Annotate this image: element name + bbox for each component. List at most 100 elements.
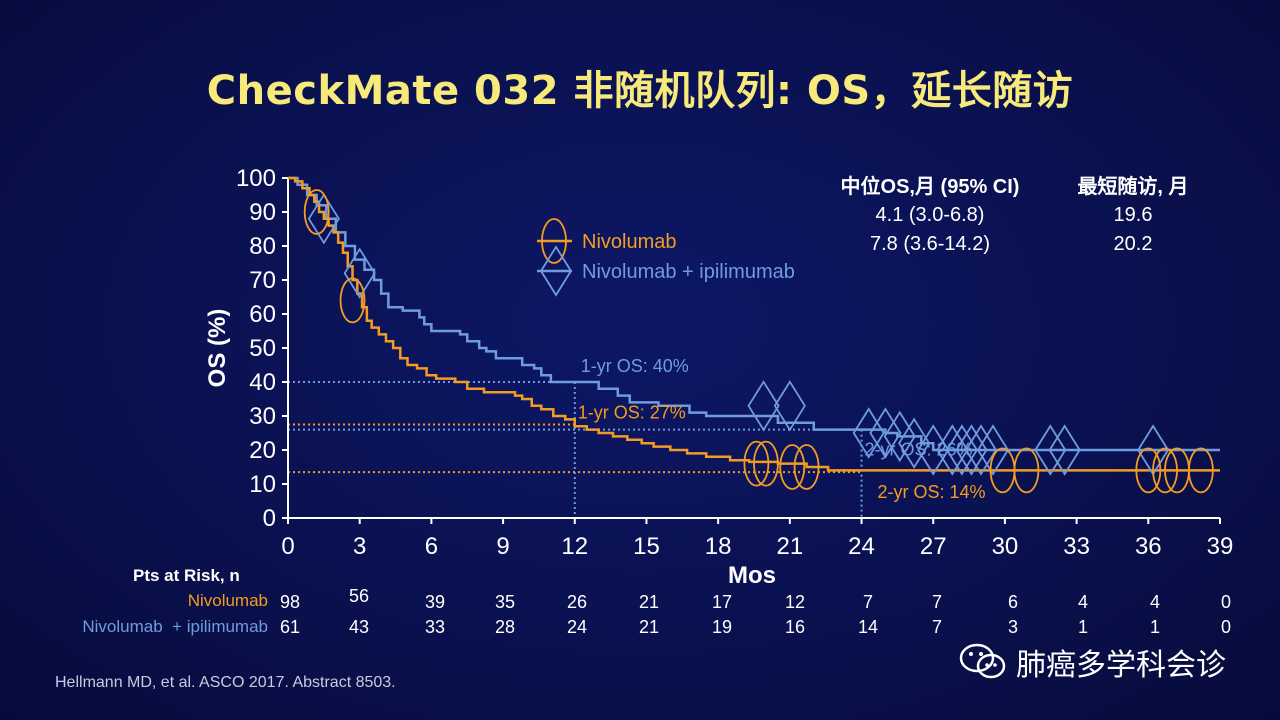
censor-marker-nivolumab: [743, 440, 770, 487]
risk-count: 7: [863, 592, 873, 612]
x-tick-label: 30: [992, 533, 1019, 560]
page-title: CheckMate 032 非随机队列: OS，延长随访: [206, 68, 1074, 114]
risk-count: 16: [785, 617, 805, 637]
censor-marker-nivolumab-ipilimumab: [976, 424, 1010, 476]
stats-header-median-os: 中位OS,月 (95% CI): [841, 174, 1020, 198]
wechat-icon: [959, 643, 1006, 679]
y-tick-label: 10: [249, 471, 276, 498]
x-tick-label: 36: [1135, 533, 1162, 560]
censor-marker-nivolumab-ipilimumab: [852, 407, 885, 459]
x-axis-label: Mos: [728, 562, 776, 589]
watermark: 肺癌多学科会诊: [958, 640, 1226, 684]
stats-median-os-value: 7.8 (3.6-14.2): [870, 233, 990, 255]
y-tick-label: 80: [249, 233, 276, 260]
risk-count: 1: [1078, 617, 1088, 637]
censor-marker-nivolumab-ipilimumab: [955, 424, 988, 476]
censor-marker-nivolumab-ipilimumab: [343, 247, 376, 299]
risk-label-nivo-ipi: Nivolumab + ipilimumab: [82, 617, 268, 636]
stats-median-os-value: 4.1 (3.0-6.8): [876, 204, 985, 226]
y-tick-label: 90: [249, 199, 276, 226]
x-tick-label: 6: [425, 533, 438, 560]
risk-count: 24: [567, 617, 587, 637]
risk-count: 43: [349, 617, 369, 637]
risk-label-nivolumab: Nivolumab: [187, 591, 268, 610]
legend-marker-nivolumab-ipilimumab: [539, 245, 573, 297]
x-tick-label: 3: [353, 533, 366, 560]
risk-count: 1: [1150, 617, 1160, 637]
risk-count: 21: [639, 617, 659, 637]
censor-marker-nivolumab-ipilimumab: [1034, 424, 1067, 476]
risk-count: 26: [567, 592, 587, 612]
risk-count: 21: [639, 592, 659, 612]
risk-count: 39: [425, 592, 445, 612]
censor-marker-nivolumab: [793, 444, 820, 490]
y-tick-label: 100: [236, 165, 276, 192]
censor-marker-nivolumab-ipilimumab: [773, 380, 806, 432]
censor-marker-nivolumab: [753, 440, 779, 487]
censor-marker-nivolumab-ipilimumab: [898, 417, 931, 469]
risk-count: 6: [1008, 592, 1018, 612]
censor-marker-nivolumab: [303, 189, 330, 235]
stats-followup-value: 19.6: [1114, 204, 1153, 226]
x-tick-label: 18: [705, 533, 732, 560]
y-tick-label: 0: [263, 505, 276, 532]
risk-count: 56: [349, 586, 369, 606]
risk-count: 12: [785, 592, 805, 612]
censor-marker-nivolumab: [1152, 447, 1178, 494]
risk-count: 0: [1221, 592, 1231, 612]
risk-count: 35: [495, 592, 515, 612]
censor-marker-nivolumab: [779, 444, 806, 490]
x-tick-label: 27: [920, 533, 947, 560]
y-tick-label: 60: [249, 301, 276, 328]
censor-marker-nivolumab: [1135, 447, 1162, 494]
risk-count: 3: [1008, 617, 1018, 637]
censor-marker-nivolumab-ipilimumab: [869, 407, 902, 459]
censor-marker-nivolumab-ipilimumab: [883, 410, 916, 463]
risk-count: 7: [932, 592, 942, 612]
risk-table-header: Pts at Risk, n: [133, 566, 240, 585]
risk-count: 14: [858, 617, 878, 637]
legend-label-nivolumab-ipilimumab: Nivolumab + ipilimumab: [582, 261, 795, 283]
x-tick-label: 15: [633, 533, 660, 560]
x-tick-label: 9: [496, 533, 509, 560]
risk-count: 28: [495, 617, 515, 637]
censor-marker-nivolumab-ipilimumab: [964, 424, 998, 476]
risk-count: 7: [932, 617, 942, 637]
citation: Hellmann MD, et al. ASCO 2017. Abstract …: [55, 674, 396, 691]
x-tick-label: 0: [281, 533, 294, 560]
y-tick-label: 70: [249, 267, 276, 294]
censor-marker-nivolumab-ipilimumab: [307, 193, 340, 245]
x-tick-label: 21: [776, 533, 803, 560]
risk-count: 17: [712, 592, 732, 612]
legend-marker-nivolumab: [541, 218, 567, 264]
y-axis-label: OS (%): [204, 309, 231, 388]
stats-followup-value: 20.2: [1114, 233, 1153, 255]
risk-count: 19: [712, 617, 732, 637]
legend-label-nivolumab: Nivolumab: [582, 231, 676, 253]
annotation-label: 2-yr OS: 14%: [878, 482, 986, 502]
series-line-nivolumab: [288, 176, 1220, 472]
risk-count: 4: [1078, 592, 1088, 612]
x-tick-label: 24: [848, 533, 875, 560]
x-tick-label: 33: [1063, 533, 1090, 560]
risk-count: 33: [425, 617, 445, 637]
censor-marker-nivolumab-ipilimumab: [1048, 424, 1081, 476]
y-tick-label: 20: [249, 437, 276, 464]
annotation-label: 1-yr OS: 40%: [581, 356, 689, 376]
censor-marker-nivolumab: [339, 277, 366, 324]
annotation-label: 2-yr OS: 26%: [865, 440, 973, 460]
censor-marker-nivolumab: [1013, 447, 1040, 494]
censor-marker-nivolumab: [1187, 447, 1214, 494]
risk-count: 4: [1150, 592, 1160, 612]
censor-marker-nivolumab-ipilimumab: [747, 380, 780, 432]
risk-count: 98: [280, 592, 300, 612]
x-tick-label: 12: [561, 533, 588, 560]
y-tick-label: 30: [249, 403, 276, 430]
series-line-nivolumab-ipilimumab: [288, 176, 1220, 452]
y-tick-label: 40: [249, 369, 276, 396]
y-tick-label: 50: [249, 335, 276, 362]
risk-count: 0: [1221, 617, 1231, 637]
x-tick-label: 39: [1207, 533, 1234, 560]
watermark-text: 肺癌多学科会诊: [1016, 648, 1226, 683]
